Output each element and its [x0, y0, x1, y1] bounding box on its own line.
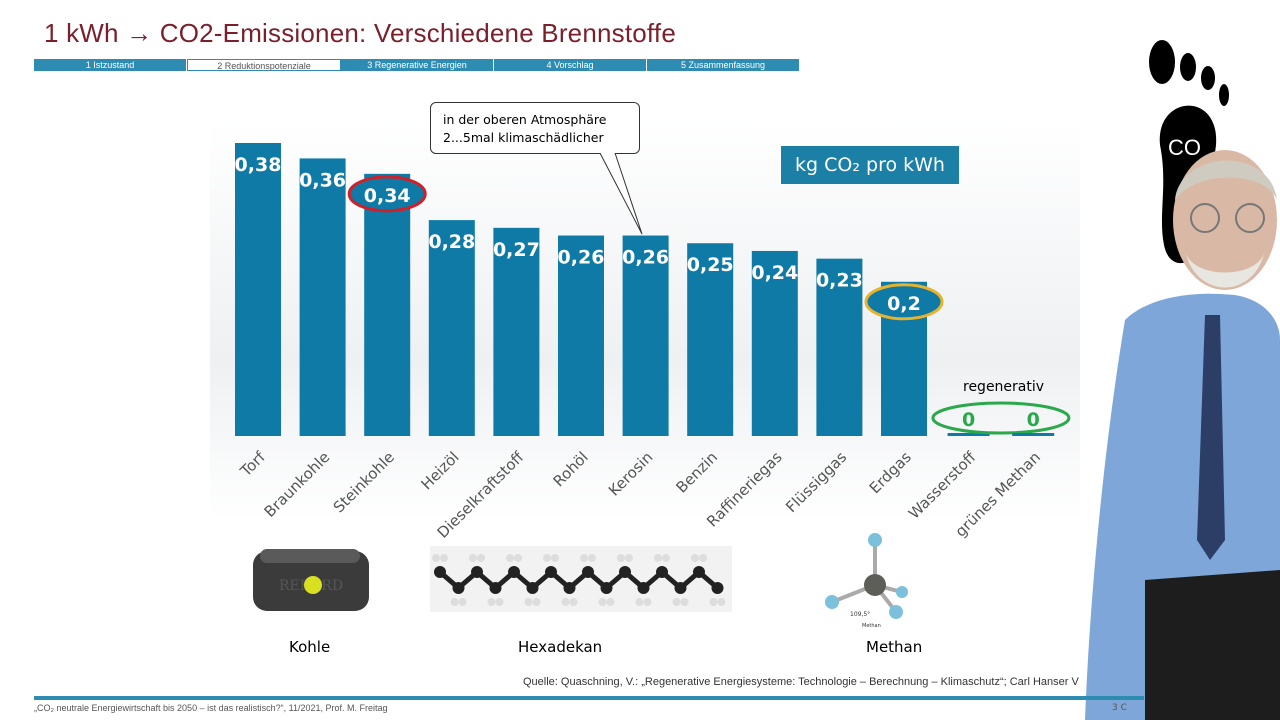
- callout-line-1: in der oberen Atmosphäre: [443, 112, 607, 127]
- section-tabs: 1 Istzustand 2 Reduktionspotenziale 3 Rege…: [34, 59, 800, 71]
- category-label-2: Steinkohle: [330, 448, 398, 516]
- regenerative-label: regenerativ: [963, 379, 1045, 395]
- unit-label: kg CO₂ pro kWh: [781, 146, 959, 184]
- category-label-0: Torf: [236, 448, 269, 481]
- presenter-video: [1085, 150, 1280, 720]
- tab-2[interactable]: 2 Reduktionspotenziale: [187, 59, 341, 71]
- bar-6: [622, 235, 669, 436]
- caption-methan: Methan: [866, 638, 923, 656]
- footprint-text: CO: [1168, 135, 1201, 160]
- category-label-10: Erdgas: [866, 448, 915, 497]
- callout-box: in der oberen Atmosphäre 2...5mal klimas…: [430, 102, 640, 154]
- value-label-0: 0,38: [235, 154, 282, 176]
- value-label-1: 0,36: [299, 169, 346, 191]
- category-label-6: Kerosin: [605, 448, 656, 499]
- hexadecane-molecule-image: [430, 546, 732, 612]
- footer-text: „CO₂ neutrale Energiewirtschaft bis 2050…: [34, 703, 388, 713]
- coal-briquette-image: REKORD: [253, 549, 369, 611]
- category-label-1: Braunkohle: [261, 448, 334, 521]
- category-label-5: Rohöl: [550, 448, 592, 490]
- methane-small-label: Methan: [862, 623, 881, 629]
- bar-3: [428, 220, 475, 436]
- source-citation: Quelle: Quaschning, V.: „Regenerative En…: [523, 676, 1079, 688]
- value-label-12: 0: [1027, 409, 1040, 431]
- bar-4: [493, 227, 540, 436]
- methane-molecule-image: 109,5° Methan: [825, 533, 908, 629]
- cursor-highlight: [304, 576, 322, 594]
- slide-title: 1 kWh → CO2-Emissionen: Verschiedene Bre…: [44, 18, 676, 48]
- tab-3[interactable]: 3 Regenerative Energien: [341, 59, 494, 71]
- bar-0: [235, 143, 281, 436]
- callout-line-2: 2...5mal klimaschädlicher: [443, 130, 604, 145]
- footer-divider: [34, 696, 1144, 700]
- bar-9: [816, 258, 863, 436]
- tab-1[interactable]: 1 Istzustand: [34, 59, 187, 71]
- bar-8: [751, 250, 798, 436]
- bar-2: [364, 173, 411, 436]
- value-label-7: 0,25: [687, 254, 734, 276]
- bar-11: [947, 433, 990, 436]
- caption-hexadekan: Hexadekan: [518, 638, 603, 656]
- bar-12: [1012, 433, 1055, 436]
- value-label-4: 0,27: [493, 239, 540, 261]
- category-label-7: Benzin: [673, 448, 721, 496]
- bar-5: [558, 235, 604, 436]
- bar-1: [299, 158, 346, 436]
- page-number: 3 C: [1112, 703, 1127, 713]
- value-label-8: 0,24: [751, 262, 798, 284]
- category-label-9: Flüssiggas: [782, 448, 850, 516]
- value-label-10: 0,2: [887, 293, 921, 315]
- unit-text: kg CO₂ pro kWh: [795, 154, 945, 176]
- caption-kohle: Kohle: [289, 638, 331, 656]
- value-label-5: 0,26: [558, 247, 605, 269]
- value-label-9: 0,23: [816, 270, 863, 292]
- value-label-3: 0,28: [428, 231, 475, 253]
- value-label-2: 0,34: [364, 185, 411, 207]
- category-label-3: Heizöl: [417, 448, 462, 493]
- methane-angle: 109,5°: [850, 611, 870, 618]
- tab-5[interactable]: 5 Zusammenfassung: [647, 59, 800, 71]
- bar-7: [687, 243, 734, 436]
- value-label-6: 0,26: [622, 247, 669, 269]
- highlight-ring-2: [347, 175, 427, 213]
- value-label-11: 0: [962, 409, 975, 431]
- tab-4[interactable]: 4 Vorschlag: [494, 59, 647, 71]
- highlight-ring-regenerative: [931, 401, 1071, 435]
- highlight-ring-10: [864, 283, 944, 321]
